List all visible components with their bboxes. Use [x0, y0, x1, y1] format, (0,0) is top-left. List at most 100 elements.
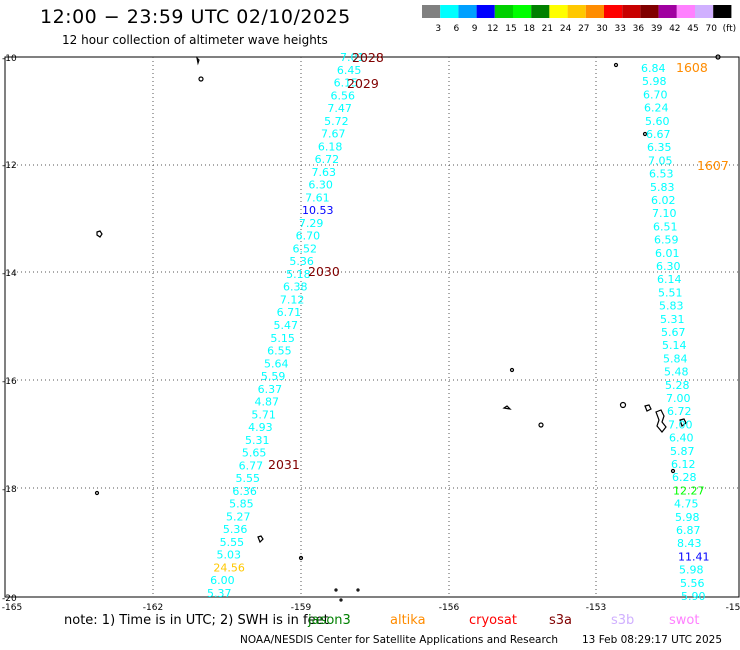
- wave-height-value: 5.84: [663, 352, 688, 365]
- wave-height-value: 7.12: [280, 293, 305, 306]
- island: [655, 409, 667, 433]
- wave-height-value: 7.61: [305, 191, 330, 204]
- altimeter-map: 7.016.456.156.567.475.727.676.186.727.63…: [2, 50, 740, 612]
- axis-labels: -10 -12 -14 -16 -18 -20-165 -162 -159 -156 -153 -1…: [2, 54, 740, 612]
- track-west: 7.016.456.156.567.475.727.676.186.727.63…: [207, 51, 365, 600]
- wave-height-value: 5.67: [661, 326, 686, 339]
- wave-height-value: 5.98: [675, 511, 700, 524]
- wave-height-value: 6.40: [669, 432, 694, 445]
- wave-height-value: 5.36: [289, 255, 314, 268]
- wave-height-value: 7.10: [652, 207, 677, 220]
- wave-height-value: 5.47: [274, 319, 299, 332]
- wave-height-value: 6.30: [656, 260, 681, 273]
- wave-height-value: 6.53: [649, 168, 674, 181]
- wave-height-value: 7.00: [666, 392, 691, 405]
- wave-height-value: 6.70: [296, 230, 321, 243]
- island: [715, 54, 721, 60]
- wave-height-value: 11.41: [678, 550, 710, 563]
- wave-height-value: 6.67: [646, 128, 671, 141]
- wave-height-value: 6.18: [318, 140, 343, 153]
- wave-height-value: 6.12: [671, 458, 696, 471]
- wave-height-value: 5.72: [324, 115, 349, 128]
- colorbar-tick-label: 21: [542, 24, 553, 34]
- wave-height-value: 5.64: [264, 357, 289, 370]
- map-title: 12:00 − 23:59 UTC 02/10/2025: [40, 6, 351, 28]
- colorbar-swatch: [440, 5, 459, 18]
- wave-height-value: 5.71: [251, 408, 275, 421]
- latitude-label: -18: [2, 485, 17, 495]
- colorbar-tick-label: 18: [523, 24, 535, 34]
- wave-height-value: 8.43: [677, 537, 702, 550]
- colorbar-tick-label: 15: [505, 24, 516, 34]
- island: [670, 468, 676, 474]
- map-frame: [4, 56, 740, 598]
- island: [298, 555, 304, 561]
- islands: [94, 54, 721, 602]
- wave-height-value: 6.71: [277, 306, 302, 319]
- colorbar-tick-label: 36: [633, 24, 645, 34]
- colorbar-tick-label: 30: [596, 24, 608, 34]
- wave-height-value: 4.93: [248, 421, 273, 434]
- island: [644, 404, 652, 412]
- mission-jason3: jason3: [308, 613, 351, 628]
- wave-height-value: 6.56: [331, 89, 356, 102]
- colorbar-swatch: [567, 5, 586, 18]
- pass-time-label: 2029: [347, 76, 379, 91]
- colorbar-swatch: [458, 5, 477, 18]
- wave-height-value: 6.14: [657, 273, 682, 286]
- colorbar-tick-label: 33: [614, 24, 625, 34]
- wave-height-value: 6.72: [667, 405, 692, 418]
- colorbar-swatch: [640, 5, 659, 18]
- colorbar-tick-label: 27: [578, 24, 589, 34]
- colorbar-tick-label: 6: [454, 24, 460, 34]
- wave-height-value: 7.67: [321, 128, 346, 141]
- wave-height-value: 5.87: [670, 445, 695, 458]
- pass-time-label: 1607: [697, 158, 729, 173]
- wave-height-value: 6.84: [641, 62, 666, 75]
- wave-height-value: 6.77: [239, 459, 264, 472]
- wave-height-value: 5.03: [217, 549, 242, 562]
- island: [356, 588, 360, 592]
- colorbar-tick-label: 24: [560, 24, 572, 34]
- wave-height-value: 7.01: [340, 51, 365, 64]
- mission-s3a: s3a: [549, 613, 573, 628]
- colorbar-tick-label: 45: [687, 24, 698, 34]
- wave-height-value: 5.14: [662, 339, 687, 352]
- wave-height-value: 5.65: [242, 447, 266, 460]
- wave-height-value: 7.47: [327, 102, 352, 115]
- wave-height-value: 5.27: [226, 510, 251, 523]
- island: [509, 367, 515, 373]
- wave-height-value: 5.56: [680, 577, 705, 590]
- wave-height-value: 6.15: [334, 77, 359, 90]
- wave-height-value: 5.83: [659, 300, 684, 313]
- colorbar-tick-label: 39: [651, 24, 663, 34]
- wave-height-value: 5.36: [223, 523, 248, 536]
- longitude-label: -162: [143, 603, 163, 612]
- wave-height-value: 4.87: [255, 396, 280, 409]
- colorbar-tick-label: 3: [435, 24, 441, 34]
- wave-height-value: 6.38: [283, 281, 308, 294]
- wave-height-value: 5.48: [664, 366, 689, 379]
- longitude-label: -156: [439, 603, 460, 612]
- wave-height-value: 6.35: [647, 141, 672, 154]
- wave-height-value: 6.72: [315, 153, 340, 166]
- colorbar-swatch: [494, 5, 513, 18]
- wave-height-value: 6.59: [654, 234, 679, 247]
- pass-time-label: 1608: [676, 60, 708, 75]
- wave-height-value: 5.59: [261, 370, 286, 383]
- colorbar-swatch: [422, 5, 441, 18]
- colorbar-swatch: [585, 5, 604, 18]
- mission-altika: altika: [390, 613, 426, 628]
- latitude-label: -20: [2, 594, 17, 604]
- wave-height-value: 6.24: [644, 102, 669, 115]
- footer-note: note: 1) Time is in UTC; 2) SWH is in fe…: [64, 613, 329, 628]
- colorbar-swatch: [713, 5, 732, 18]
- island: [257, 535, 264, 544]
- wave-height-value: 5.60: [645, 115, 670, 128]
- mission-s3b: s3b: [611, 613, 635, 628]
- wave-height-value: 4.75: [674, 498, 699, 511]
- island: [94, 490, 100, 496]
- longitude-label: -153: [586, 603, 606, 612]
- colorbar-tick-label: 42: [669, 24, 680, 34]
- island: [679, 418, 687, 427]
